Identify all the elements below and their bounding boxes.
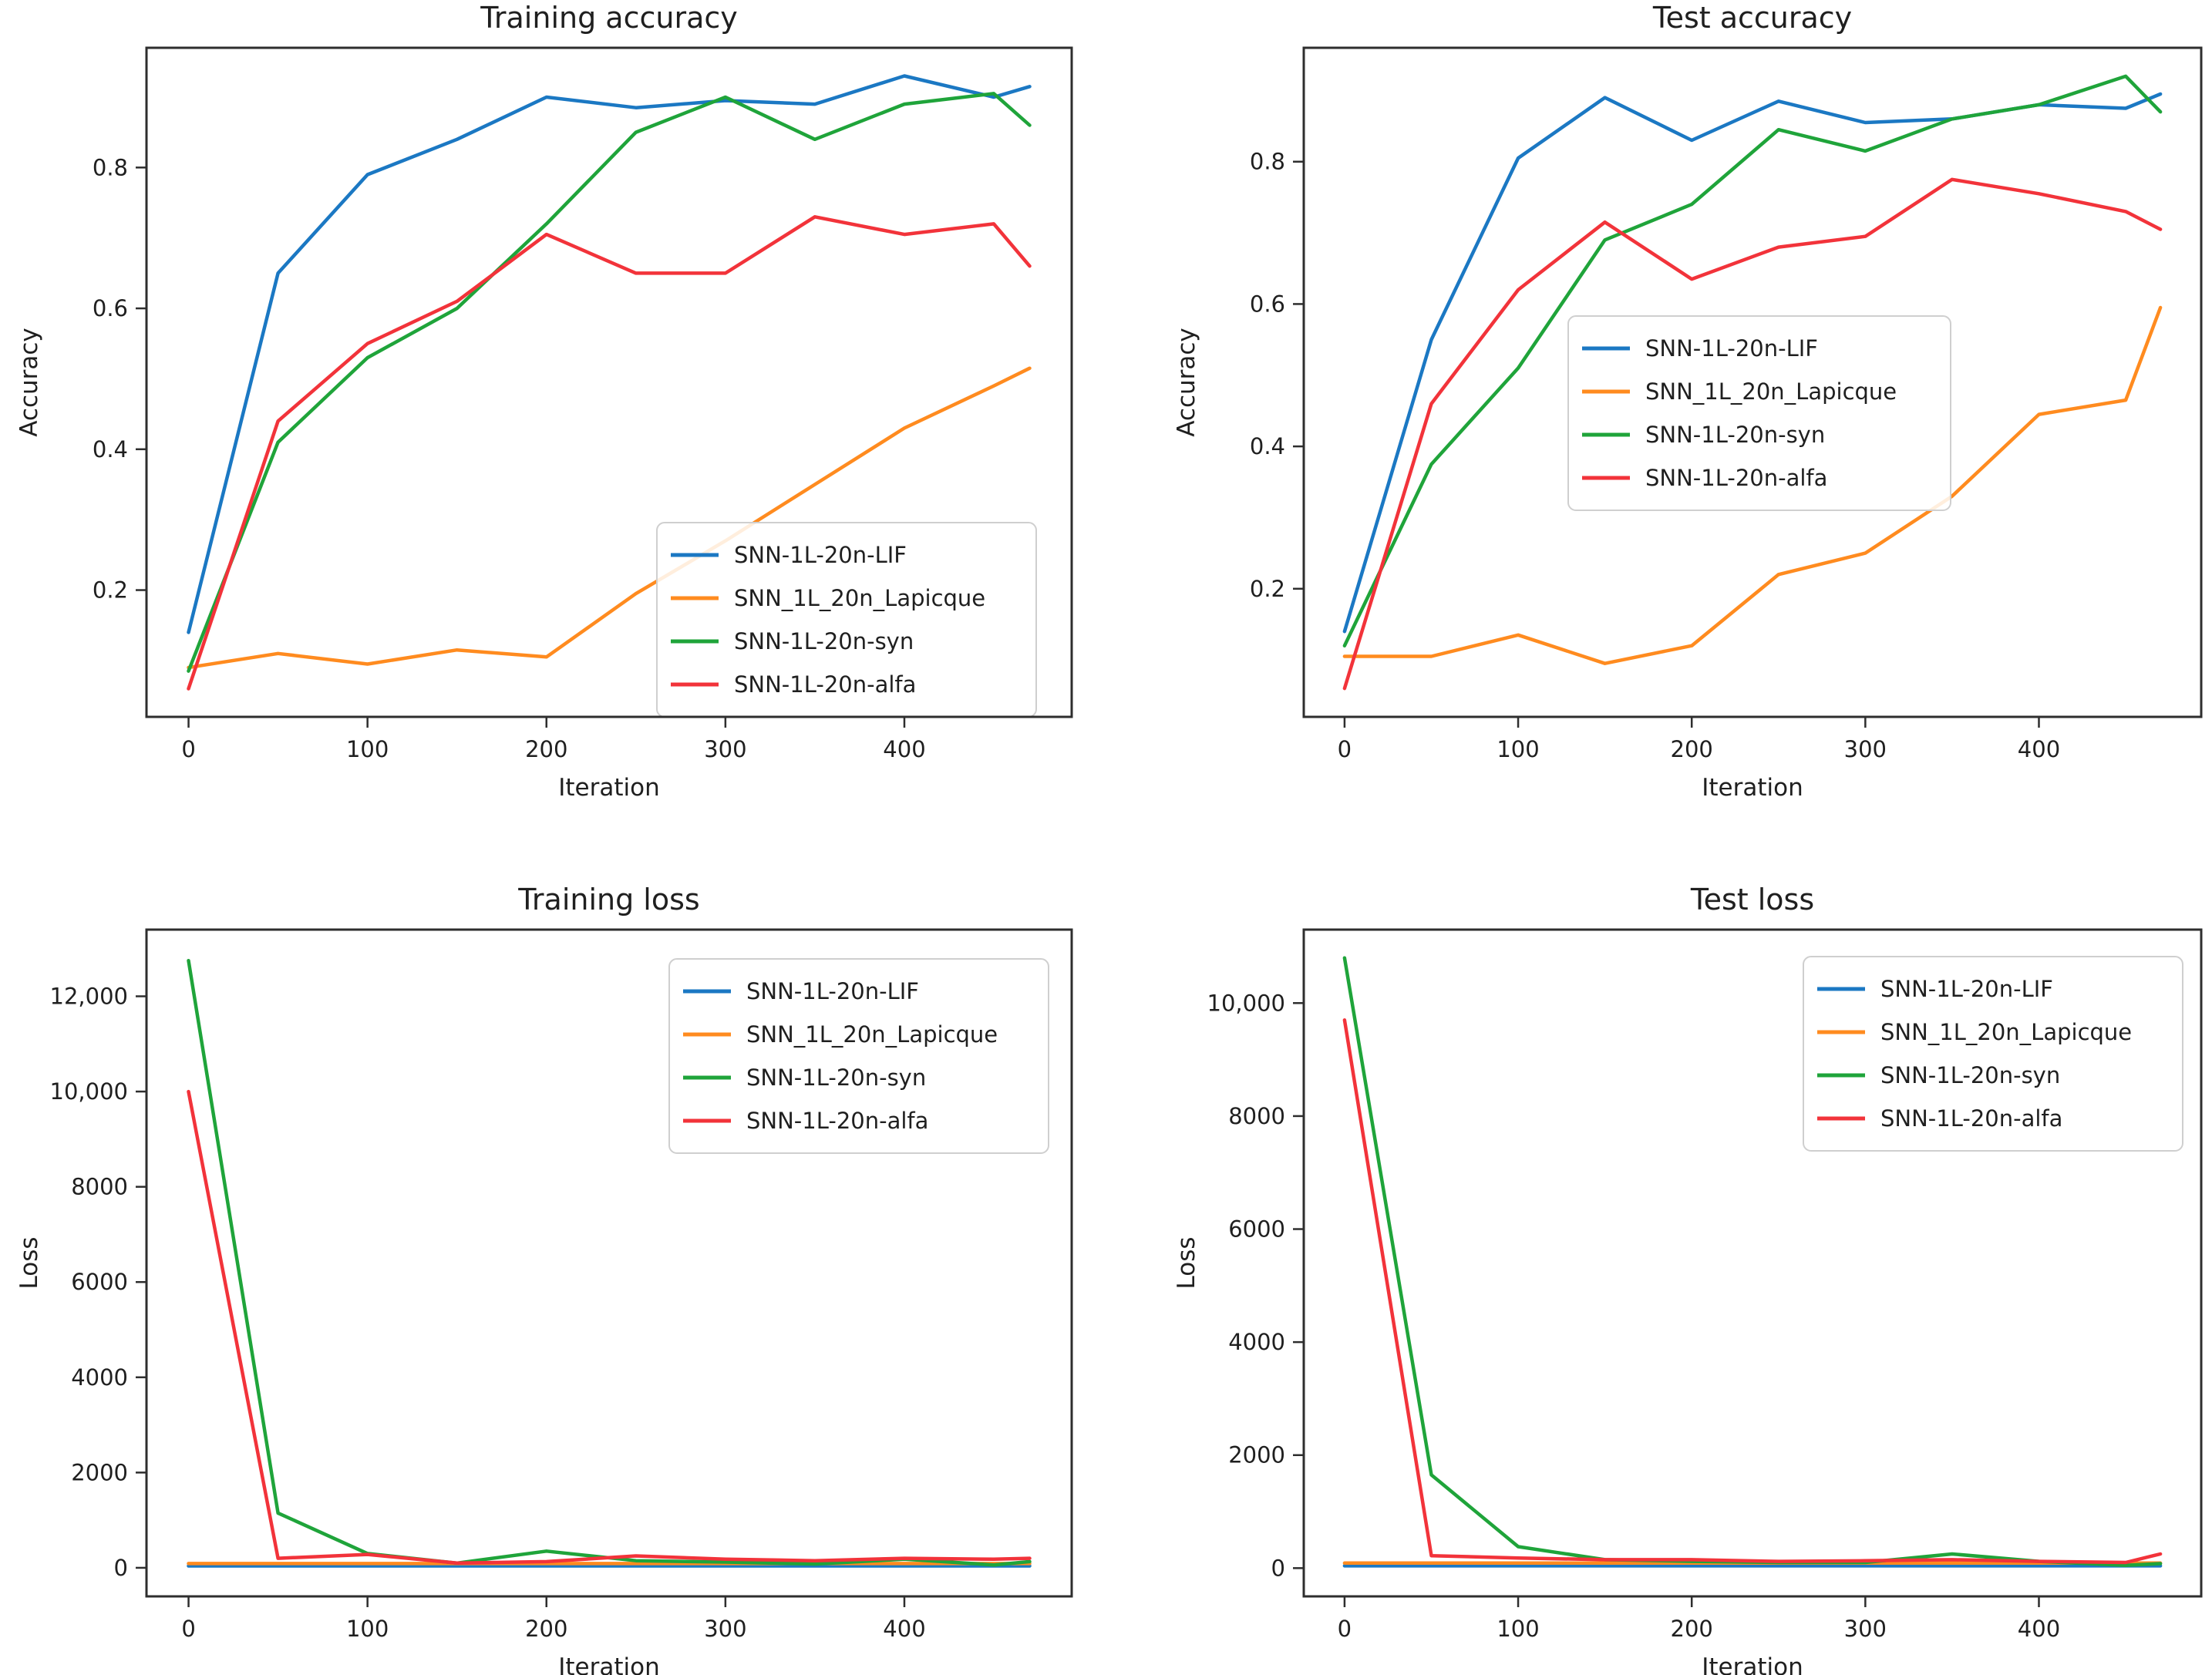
legend-label: SNN-1L-20n-syn	[1880, 1062, 2060, 1088]
legend-label: SNN_1L_20n_Lapicque	[746, 1021, 998, 1048]
x-tick-label: 0	[1338, 736, 1352, 762]
x-tick-label: 200	[525, 1616, 567, 1642]
legend-label: SNN-1L-20n-alfa	[1880, 1105, 2062, 1132]
series-line-SNN-1L-20n-syn	[187, 92, 1032, 673]
x-tick-label: 400	[883, 1616, 925, 1642]
x-axis-label: Iteration	[1702, 1653, 1803, 1675]
chart-title: Test accuracy	[1652, 1, 1852, 35]
x-tick-label: 400	[2018, 1616, 2060, 1642]
y-tick-label: 4000	[1228, 1329, 1285, 1355]
y-tick-label: 6000	[1228, 1216, 1285, 1243]
y-tick-label: 0.2	[1250, 576, 1285, 602]
y-tick-label: 0.4	[93, 436, 128, 462]
series-line-SNN-1L-20n-syn	[1342, 74, 2163, 647]
series-line-SNN-1L-20n-syn	[187, 958, 1032, 1567]
test-loss-chart: Test loss 0 2000 4000 6000 8000 10,000 0 100 200 3…	[1173, 883, 2203, 1675]
test-loss-panel: Test loss 0 2000 4000 6000 8000 10,000 0 100 200 3…	[1106, 837, 2212, 1675]
legend-label: SNN-1L-20n-LIF	[734, 542, 907, 568]
legend-label: SNN_1L_20n_Lapicque	[734, 585, 985, 611]
series-line-SNN-1L-20n-alfa	[187, 1089, 1032, 1566]
y-tick-label: 2000	[71, 1459, 128, 1485]
chart-title: Training accuracy	[480, 1, 737, 35]
x-tick-label: 400	[883, 736, 925, 762]
x-tick-label: 300	[704, 736, 746, 762]
y-tick-label: 8000	[71, 1174, 128, 1200]
y-tick-label: 12,000	[50, 984, 128, 1010]
series-line-SNN-1L-20n-alfa	[187, 215, 1032, 691]
y-tick-label: 0.8	[1250, 149, 1285, 175]
legend-label: SNN-1L-20n-syn	[746, 1065, 926, 1091]
x-tick-label: 200	[1671, 1616, 1713, 1642]
chart-title: Test loss	[1690, 883, 1814, 917]
x-axis-label: Iteration	[558, 774, 660, 802]
y-tick-label: 6000	[71, 1269, 128, 1295]
y-tick-label: 4000	[71, 1364, 128, 1391]
y-tick-label: 10,000	[1207, 990, 1285, 1016]
x-tick-label: 300	[1844, 736, 1887, 762]
x-tick-label: 200	[525, 736, 567, 762]
x-tick-label: 0	[181, 736, 195, 762]
y-tick-label: 0.6	[93, 295, 128, 321]
series-line-SNN-1L-20n-LIF	[1342, 92, 2163, 634]
plot-spines	[1302, 46, 2203, 718]
training-accuracy-panel: Training accuracy 0.2 0.4 0.6 0.8 0 100 200 300 4…	[0, 0, 1106, 837]
y-tick-label: 0	[1271, 1555, 1285, 1581]
y-tick-label: 8000	[1228, 1103, 1285, 1129]
y-tick-label: 0.6	[1250, 291, 1285, 317]
y-axis-label: Loss	[1173, 1237, 1200, 1290]
y-tick-label: 0	[114, 1555, 128, 1581]
legend-label: SNN-1L-20n-LIF	[1880, 976, 2053, 1002]
plot-spines	[145, 928, 1073, 1598]
x-axis-label: Iteration	[558, 1653, 660, 1675]
test-accuracy-chart: Test accuracy 0.2 0.4 0.6 0.8 0 100 200 300 400 It…	[1173, 1, 2203, 802]
series-line-SNN_1L_20n_Lapicque	[187, 366, 1032, 670]
y-tick-label: 2000	[1228, 1442, 1285, 1468]
x-tick-label: 100	[346, 736, 389, 762]
y-tick-label: 0.2	[93, 577, 128, 604]
x-tick-label: 400	[2018, 736, 2060, 762]
legend-label: SNN-1L-20n-alfa	[746, 1108, 928, 1134]
x-tick-label: 100	[1497, 1616, 1539, 1642]
legend-box	[668, 958, 1049, 1154]
training-loss-panel: Training loss 0 2000 4000 6000 8000 10,000 12,0…	[0, 837, 1106, 1675]
y-axis-label: Accuracy	[1173, 328, 1200, 437]
legend-label: SNN-1L-20n-alfa	[1645, 465, 1827, 491]
y-axis-label: Accuracy	[15, 328, 43, 437]
chart-title: Training loss	[517, 883, 699, 917]
series-line-SNN-1L-20n-alfa	[1342, 1018, 2163, 1565]
test-accuracy-panel: Test accuracy 0.2 0.4 0.6 0.8 0 100 200 300 400 It…	[1106, 0, 2212, 837]
training-accuracy-chart: Training accuracy 0.2 0.4 0.6 0.8 0 100 200 300 4…	[15, 1, 1073, 802]
x-tick-label: 0	[181, 1616, 195, 1642]
legend-label: SNN-1L-20n-syn	[1645, 422, 1825, 448]
legend-label: SNN-1L-20n-LIF	[746, 978, 919, 1004]
series-line-SNN_1L_20n_Lapicque	[1342, 305, 2163, 665]
plot-spines	[1302, 928, 2203, 1598]
x-tick-label: 100	[1497, 736, 1539, 762]
training-loss-chart: Training loss0200040006000800010,00012,0…	[15, 883, 1073, 1675]
x-tick-label: 100	[346, 1616, 389, 1642]
legend-box	[1567, 315, 1951, 511]
legend-box	[1803, 956, 2183, 1152]
series-line-SNN-1L-20n-alfa	[1342, 177, 2163, 691]
x-tick-label: 200	[1671, 736, 1713, 762]
y-tick-label: 0.8	[93, 154, 128, 180]
legend-label: SNN-1L-20n-LIF	[1645, 335, 1818, 362]
x-tick-label: 0	[1338, 1616, 1352, 1642]
y-tick-label: 0.4	[1250, 433, 1285, 459]
legend-label: SNN_1L_20n_Lapicque	[1645, 378, 1897, 405]
x-tick-label: 300	[1844, 1616, 1887, 1642]
legend-label: SNN-1L-20n-alfa	[734, 671, 916, 698]
x-axis-label: Iteration	[1702, 774, 1803, 802]
series-line-SNN-1L-20n-LIF	[187, 74, 1032, 634]
legend-label: SNN-1L-20n-syn	[734, 628, 914, 654]
y-tick-label: 10,000	[50, 1078, 128, 1105]
x-tick-label: 300	[704, 1616, 746, 1642]
legend-label: SNN_1L_20n_Lapicque	[1880, 1019, 2132, 1045]
y-axis-label: Loss	[15, 1237, 43, 1290]
plot-spines	[145, 46, 1073, 718]
